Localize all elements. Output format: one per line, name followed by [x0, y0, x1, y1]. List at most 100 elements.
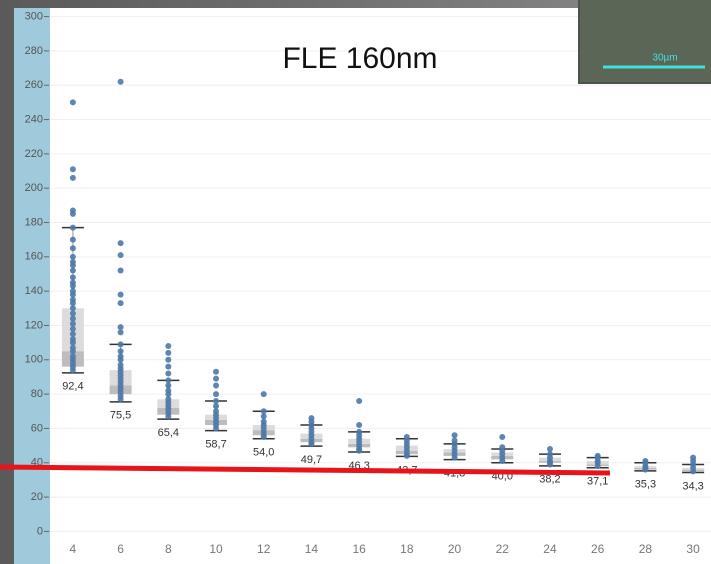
point — [260, 434, 267, 441]
x-tick-label: 24 — [543, 542, 557, 556]
min-label: 37,1 — [587, 476, 608, 488]
y-tick-label: 300 — [25, 10, 43, 22]
min-label: 34,3 — [682, 480, 703, 492]
y-axis-band — [14, 8, 50, 564]
point — [165, 356, 172, 363]
point — [213, 391, 220, 398]
point — [69, 348, 76, 355]
point — [499, 434, 506, 441]
y-tick-label: 120 — [25, 319, 43, 331]
x-tick-label: 26 — [591, 542, 605, 556]
min-label: 65,4 — [158, 427, 179, 439]
y-tick-label: 200 — [25, 182, 43, 194]
x-tick-label: 18 — [400, 542, 414, 556]
point — [213, 375, 220, 382]
y-tick-label: 240 — [25, 113, 43, 125]
point — [260, 391, 267, 398]
point — [69, 174, 76, 181]
point — [117, 396, 124, 403]
point — [117, 341, 124, 348]
x-tick-label: 20 — [448, 542, 462, 556]
point — [213, 425, 220, 432]
x-tick-label: 22 — [496, 542, 510, 556]
point — [451, 432, 458, 439]
point — [165, 413, 172, 420]
y-tick-label: 60 — [31, 422, 43, 434]
y-tick-label: 220 — [25, 148, 43, 160]
min-label: 58,7 — [205, 439, 226, 451]
point — [213, 368, 220, 375]
min-label: 35,3 — [635, 479, 656, 491]
point — [69, 245, 76, 252]
x-tick-label: 28 — [639, 542, 653, 556]
point — [117, 324, 124, 331]
point — [356, 422, 363, 428]
x-tick-label: 4 — [70, 542, 77, 556]
point — [451, 454, 458, 461]
point — [69, 305, 76, 312]
point — [69, 224, 76, 231]
point — [165, 377, 172, 384]
point — [117, 356, 124, 363]
point — [690, 468, 697, 475]
point — [69, 325, 76, 332]
min-label: 38,2 — [539, 474, 560, 486]
point — [642, 466, 649, 473]
point — [69, 274, 76, 281]
point — [546, 446, 553, 453]
y-tick-label: 140 — [25, 285, 43, 297]
point — [260, 408, 267, 415]
point — [69, 253, 76, 260]
point — [356, 447, 363, 454]
min-label: 75,5 — [110, 410, 131, 422]
x-tick-label: 30 — [686, 542, 700, 556]
point — [213, 397, 220, 404]
red-reference-line — [0, 464, 611, 476]
point — [117, 348, 124, 355]
point — [165, 382, 172, 389]
point — [117, 329, 124, 336]
point — [69, 283, 76, 289]
x-tick-label: 12 — [257, 542, 271, 556]
point — [69, 99, 76, 106]
point — [594, 463, 601, 470]
x-tick-label: 6 — [117, 542, 124, 556]
y-tick-label: 0 — [37, 525, 43, 537]
y-tick-label: 260 — [25, 79, 43, 91]
point — [69, 331, 76, 338]
min-label: 54,0 — [253, 447, 274, 459]
point — [69, 166, 76, 173]
point — [117, 252, 124, 259]
point — [165, 343, 172, 350]
y-tick-label: 160 — [25, 251, 43, 263]
min-label: 92,4 — [62, 381, 83, 393]
point — [546, 461, 553, 468]
plot: 0204060801001201401601802002202402602803… — [25, 10, 711, 556]
point — [308, 440, 315, 447]
point — [69, 315, 76, 322]
point — [356, 397, 363, 404]
scale-bar-label: 30µm — [652, 53, 677, 64]
x-tick-label: 8 — [165, 542, 172, 556]
point — [69, 367, 76, 374]
point — [117, 291, 124, 298]
y-tick-label: 80 — [31, 388, 43, 400]
point — [69, 236, 76, 243]
point — [260, 413, 267, 420]
point — [165, 349, 172, 356]
point — [69, 310, 76, 317]
point — [165, 391, 172, 398]
y-tick-label: 20 — [31, 491, 43, 503]
point — [499, 458, 506, 465]
point — [69, 262, 76, 269]
x-tick-label: 10 — [209, 542, 223, 556]
point — [165, 363, 172, 370]
y-tick-label: 180 — [25, 216, 43, 228]
point — [69, 210, 76, 217]
point — [69, 339, 76, 346]
point — [117, 267, 124, 274]
point — [117, 78, 124, 85]
min-label: 49,7 — [301, 454, 322, 466]
point — [69, 300, 76, 307]
point — [403, 452, 410, 459]
